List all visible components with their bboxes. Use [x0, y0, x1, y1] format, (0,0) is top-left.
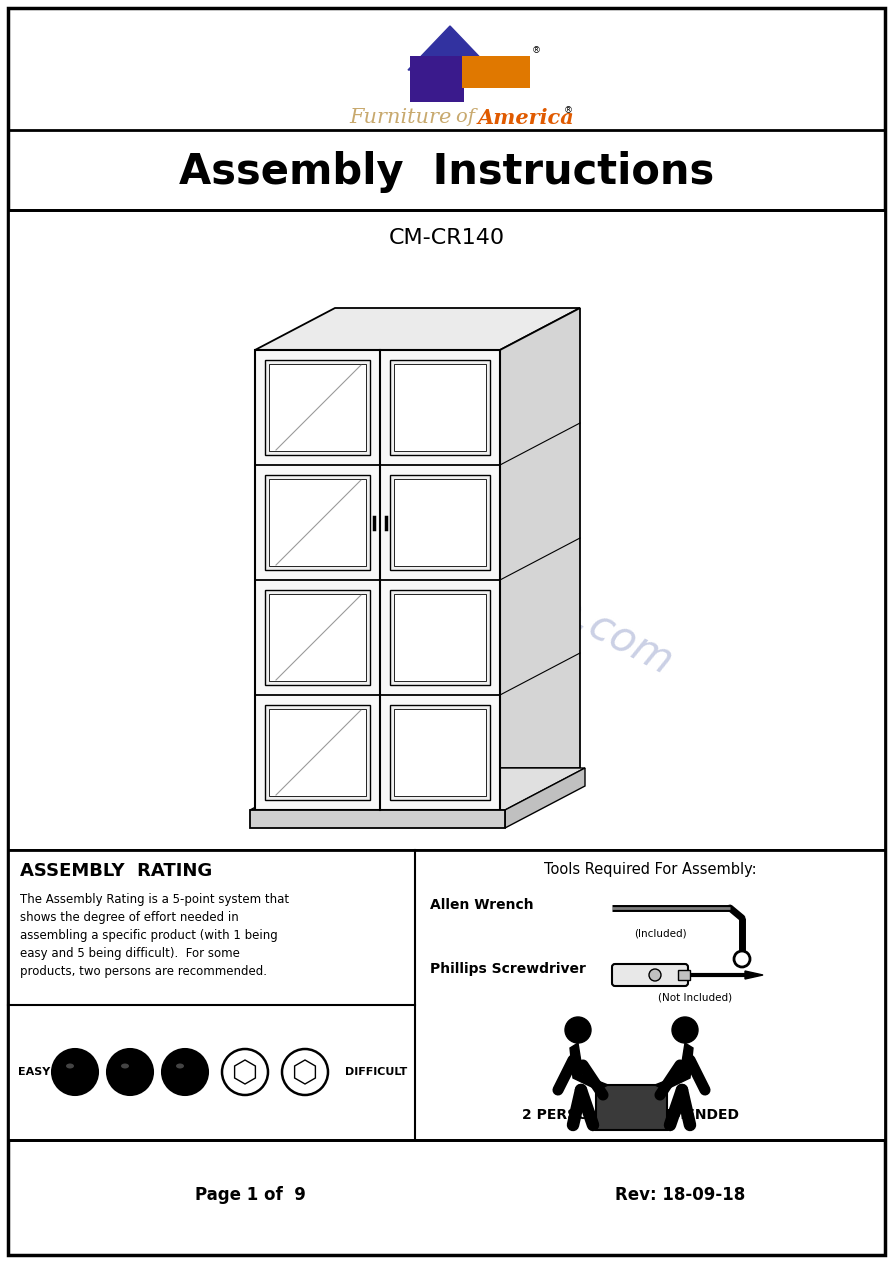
Text: of: of	[456, 109, 481, 126]
Bar	[265, 360, 370, 455]
Bar	[390, 705, 490, 799]
Polygon shape	[250, 768, 585, 810]
Circle shape	[672, 1017, 698, 1043]
Text: The Assembly Rating is a 5-point system that
shows the degree of effort needed i: The Assembly Rating is a 5-point system …	[20, 893, 289, 978]
Bar	[265, 705, 370, 799]
Text: Tools Required For Assembly:: Tools Required For Assembly:	[544, 863, 756, 877]
Text: Phillips Screwdriver: Phillips Screwdriver	[430, 962, 586, 976]
Polygon shape	[655, 1043, 693, 1090]
Polygon shape	[408, 27, 492, 69]
Bar	[462, 56, 530, 88]
Text: CM-CR140: CM-CR140	[388, 229, 505, 248]
Ellipse shape	[121, 1063, 129, 1068]
Text: manualize.com: manualize.com	[380, 498, 680, 683]
Text: ®: ®	[532, 45, 541, 56]
Circle shape	[107, 1050, 153, 1095]
Bar	[269, 709, 366, 796]
Bar	[678, 970, 690, 980]
Circle shape	[162, 1050, 208, 1095]
Text: DIFFICULT: DIFFICULT	[345, 1067, 407, 1077]
Bar	[394, 364, 486, 451]
Bar	[265, 590, 370, 685]
Bar	[269, 594, 366, 681]
Bar	[394, 594, 486, 681]
Bar	[596, 1085, 667, 1130]
Circle shape	[649, 969, 661, 981]
Bar	[269, 364, 366, 451]
Bar	[8, 850, 885, 1140]
Polygon shape	[505, 768, 585, 829]
Polygon shape	[500, 308, 580, 810]
Circle shape	[52, 1050, 98, 1095]
Ellipse shape	[66, 1063, 74, 1068]
Polygon shape	[255, 308, 580, 350]
Bar	[269, 479, 366, 566]
Circle shape	[282, 1050, 328, 1095]
Text: 2 PERSONS RECOMMENDED: 2 PERSONS RECOMMENDED	[522, 1108, 739, 1122]
Text: (Included): (Included)	[634, 928, 687, 938]
Circle shape	[734, 951, 750, 967]
Circle shape	[222, 1050, 268, 1095]
Polygon shape	[255, 768, 580, 810]
Circle shape	[565, 1017, 591, 1043]
Ellipse shape	[176, 1063, 184, 1068]
Bar	[265, 475, 370, 570]
Text: Rev: 18-09-18: Rev: 18-09-18	[615, 1186, 745, 1204]
Bar	[390, 360, 490, 455]
Bar	[250, 810, 505, 829]
Text: ®: ®	[564, 106, 573, 115]
Text: America: America	[478, 109, 575, 128]
Polygon shape	[570, 1043, 608, 1090]
Bar	[390, 475, 490, 570]
Bar	[410, 56, 464, 102]
Text: Assembly  Instructions: Assembly Instructions	[179, 152, 714, 193]
FancyBboxPatch shape	[612, 964, 688, 986]
Bar	[8, 210, 885, 850]
Polygon shape	[745, 971, 763, 979]
Bar	[390, 590, 490, 685]
Text: EASY: EASY	[18, 1067, 50, 1077]
Text: ASSEMBLY  RATING: ASSEMBLY RATING	[20, 863, 213, 880]
Text: Allen Wrench: Allen Wrench	[430, 898, 534, 912]
Text: Furniture: Furniture	[349, 109, 458, 128]
Text: (Not Included): (Not Included)	[658, 993, 732, 1003]
Bar	[394, 479, 486, 566]
Polygon shape	[255, 350, 500, 810]
Bar	[394, 709, 486, 796]
Text: Page 1 of  9: Page 1 of 9	[195, 1186, 305, 1204]
